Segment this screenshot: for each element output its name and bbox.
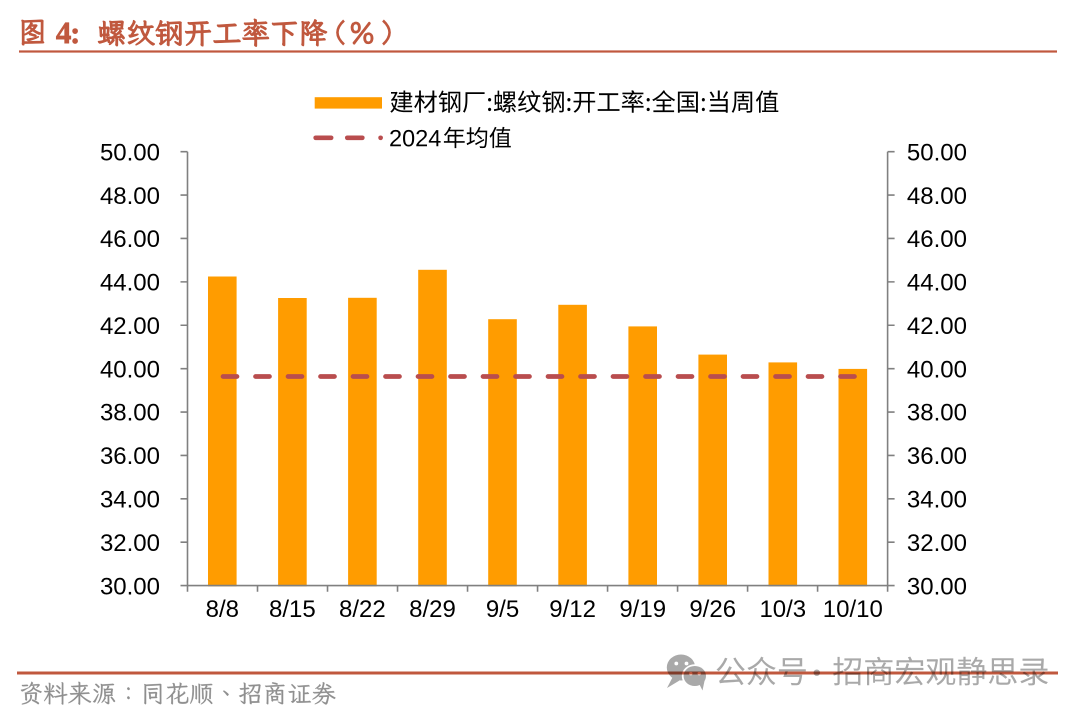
svg-text:8/15: 8/15 — [269, 596, 316, 623]
svg-text:50.00: 50.00 — [907, 139, 967, 166]
svg-text:10/10: 10/10 — [823, 596, 883, 623]
svg-text:36.00: 36.00 — [907, 443, 967, 470]
svg-text:30.00: 30.00 — [100, 573, 160, 600]
svg-text:44.00: 44.00 — [100, 270, 160, 297]
svg-text:8/22: 8/22 — [339, 596, 386, 623]
svg-text:9/26: 9/26 — [689, 596, 736, 623]
svg-text:9/12: 9/12 — [549, 596, 596, 623]
svg-text:48.00: 48.00 — [100, 183, 160, 210]
svg-text:40.00: 40.00 — [907, 356, 967, 383]
svg-text:32.00: 32.00 — [100, 530, 160, 557]
svg-text:38.00: 38.00 — [100, 400, 160, 427]
svg-text:9/5: 9/5 — [486, 596, 519, 623]
svg-text:34.00: 34.00 — [907, 487, 967, 514]
svg-text:50.00: 50.00 — [100, 139, 160, 166]
svg-text:48.00: 48.00 — [907, 183, 967, 210]
svg-text:42.00: 42.00 — [100, 313, 160, 340]
svg-text:30.00: 30.00 — [907, 573, 967, 600]
svg-text:42.00: 42.00 — [907, 313, 967, 340]
svg-text:8/29: 8/29 — [409, 596, 456, 623]
svg-text:32.00: 32.00 — [907, 530, 967, 557]
svg-text:10/3: 10/3 — [759, 596, 806, 623]
svg-text:46.00: 46.00 — [100, 226, 160, 253]
svg-text:40.00: 40.00 — [100, 356, 160, 383]
svg-text:44.00: 44.00 — [907, 270, 967, 297]
svg-text:36.00: 36.00 — [100, 443, 160, 470]
svg-text:46.00: 46.00 — [907, 226, 967, 253]
svg-text:9/19: 9/19 — [619, 596, 666, 623]
svg-text:8/8: 8/8 — [206, 596, 239, 623]
svg-text:38.00: 38.00 — [907, 400, 967, 427]
svg-text:34.00: 34.00 — [100, 487, 160, 514]
